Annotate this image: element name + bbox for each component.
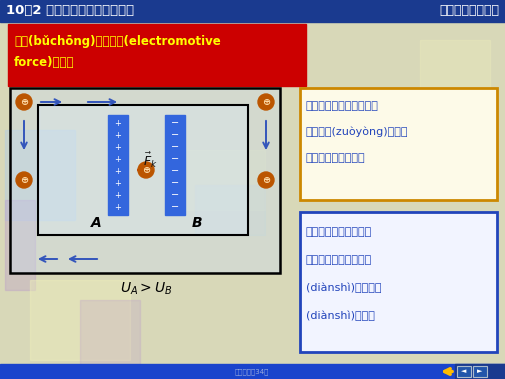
Bar xyxy=(5,200,35,290)
Bar xyxy=(195,185,265,235)
Text: 外电路：正电荷在静电场: 外电路：正电荷在静电场 xyxy=(306,101,379,111)
Text: +: + xyxy=(115,202,121,211)
Text: −: − xyxy=(171,154,179,164)
Text: ►: ► xyxy=(477,368,483,374)
Text: ◄: ◄ xyxy=(461,368,467,374)
Bar xyxy=(0,364,505,379)
Text: 10－2 动生电动势和感生电动势: 10－2 动生电动势和感生电动势 xyxy=(6,5,134,17)
Text: +: + xyxy=(115,155,121,163)
Text: 内电路：正电荷在非静: 内电路：正电荷在非静 xyxy=(306,227,372,237)
Bar xyxy=(39,106,247,234)
Text: −: − xyxy=(171,118,179,128)
Text: +: + xyxy=(115,119,121,127)
Bar xyxy=(11,89,279,272)
Text: (diànshì)运动。: (diànshì)运动。 xyxy=(306,311,375,321)
Circle shape xyxy=(16,94,32,110)
Text: +: + xyxy=(115,191,121,199)
Text: −: − xyxy=(171,130,179,140)
Text: +: + xyxy=(115,166,121,175)
Text: $\vec{F}_k$: $\vec{F}_k$ xyxy=(143,150,158,170)
Text: +: + xyxy=(115,143,121,152)
Bar xyxy=(175,150,265,210)
Text: +: + xyxy=(115,130,121,139)
Text: 第十三章电磁感应: 第十三章电磁感应 xyxy=(439,5,499,17)
Circle shape xyxy=(258,172,274,188)
Bar xyxy=(5,130,75,220)
Bar xyxy=(38,105,248,235)
Text: ⊕: ⊕ xyxy=(262,175,270,185)
Text: (diànshì)向高电势: (diànshì)向高电势 xyxy=(306,283,381,293)
Text: $U_A > U_B$: $U_A > U_B$ xyxy=(120,281,172,297)
Bar xyxy=(10,88,280,273)
Text: B: B xyxy=(192,216,203,230)
Text: ⊕: ⊕ xyxy=(20,175,28,185)
Text: 第二张，共34张: 第二张，共34张 xyxy=(235,368,269,375)
Text: force)的概念: force)的概念 xyxy=(14,55,75,69)
Text: −: − xyxy=(171,202,179,212)
Circle shape xyxy=(258,94,274,110)
Bar xyxy=(420,40,490,110)
Text: A: A xyxy=(90,216,102,230)
Bar xyxy=(473,366,487,377)
Bar xyxy=(300,212,497,352)
Text: ⊕: ⊕ xyxy=(262,97,270,107)
Text: +: + xyxy=(115,179,121,188)
Bar xyxy=(8,24,306,86)
Bar xyxy=(300,88,497,200)
Text: 电势向低电势运动。: 电势向低电势运动。 xyxy=(306,153,366,163)
Circle shape xyxy=(138,162,154,178)
Bar xyxy=(80,300,140,365)
Text: −: − xyxy=(171,178,179,188)
Text: ⊕: ⊕ xyxy=(142,165,150,175)
Text: −: − xyxy=(171,190,179,200)
Text: 补充(bǔchōng)：电动势(electromotive: 补充(bǔchōng)：电动势(electromotive xyxy=(14,36,221,49)
Bar xyxy=(30,280,130,360)
Text: ⊕: ⊕ xyxy=(20,97,28,107)
Bar xyxy=(108,115,128,215)
Bar xyxy=(457,366,471,377)
Text: 电力的作用下从低电势: 电力的作用下从低电势 xyxy=(306,255,372,265)
Text: 力的作用(zuòyòng)下从高: 力的作用(zuòyòng)下从高 xyxy=(306,127,409,137)
Text: −: − xyxy=(171,142,179,152)
Circle shape xyxy=(16,172,32,188)
Text: −: − xyxy=(171,166,179,176)
Bar xyxy=(455,364,505,379)
Bar xyxy=(0,0,505,22)
Bar xyxy=(165,115,185,215)
Bar xyxy=(0,22,505,359)
